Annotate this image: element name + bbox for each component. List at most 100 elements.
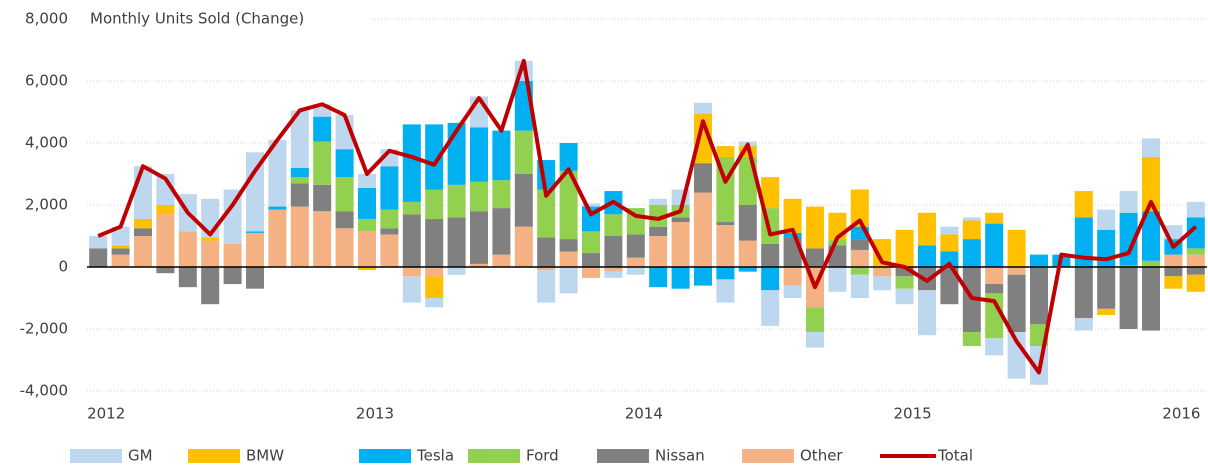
bar-segment (694, 113, 712, 164)
bar-segment (537, 237, 556, 267)
bar-segment (290, 177, 309, 184)
bar-segment (649, 205, 668, 227)
bar-segment (1119, 267, 1138, 329)
bar-segment (156, 214, 175, 267)
bar-segment (1074, 217, 1093, 267)
bar-segment (671, 222, 690, 267)
bar-segment (1119, 191, 1138, 213)
bar-segment (985, 212, 1004, 224)
bar-segment (559, 239, 578, 252)
bar-segment (402, 214, 421, 267)
bar-segment (604, 271, 623, 278)
bar-segment (223, 267, 242, 285)
bar-segment (671, 267, 690, 289)
bar-segment (111, 254, 130, 267)
bar-segment (447, 217, 466, 267)
legend-swatch (188, 449, 240, 463)
bar-segment (290, 183, 309, 207)
bar-segment (694, 192, 712, 267)
bar-segment (582, 253, 600, 267)
legend-label: Total (937, 447, 973, 465)
bar-segment (178, 267, 197, 288)
legend-swatch (597, 449, 649, 463)
bar-segment (425, 189, 444, 219)
y-tick-label: 2,000 (25, 196, 68, 214)
bar-segment (761, 290, 780, 326)
bar-segment (425, 124, 444, 190)
bar-segment (1119, 265, 1138, 267)
bar-segment (716, 267, 735, 280)
bar-segment (425, 218, 444, 267)
bar-segment (313, 184, 332, 212)
bar-segment (290, 206, 309, 267)
bar-segment (649, 226, 668, 236)
bar-segment (201, 240, 220, 267)
bar-segment (806, 307, 824, 333)
legend-label: Tesla (416, 447, 454, 465)
bar-segment (918, 212, 936, 246)
bar-segment (716, 279, 735, 303)
bar-segment (738, 240, 757, 267)
bar-segment (918, 290, 936, 336)
bar-segment (1007, 229, 1026, 267)
bar-segment (268, 206, 287, 210)
bar-segment (492, 254, 511, 267)
bar-segment (201, 267, 220, 305)
bar-segment (895, 267, 914, 277)
bar-segment (402, 201, 421, 215)
bar-segment (626, 257, 645, 267)
bar-segment (1164, 276, 1183, 289)
bar-segment (1074, 191, 1093, 218)
bar-segment (111, 226, 130, 246)
bar-segment (873, 239, 892, 267)
bar-segment (940, 251, 959, 267)
bar-segment (850, 239, 869, 250)
bar-segment (470, 211, 488, 264)
chart-title: Monthly Units Sold (Change) (90, 10, 304, 28)
bar-segment (1097, 229, 1116, 267)
bar-segment (985, 223, 1004, 267)
bar-segment (806, 332, 824, 348)
y-tick-label: -2,000 (20, 320, 68, 338)
bar-segment (626, 234, 645, 258)
y-tick-label: 6,000 (25, 72, 68, 90)
bar-segment (290, 110, 309, 168)
bar-segment (402, 267, 421, 277)
bar-segment (1186, 254, 1205, 267)
legend-swatch (70, 449, 122, 463)
y-tick-label: 4,000 (25, 134, 68, 152)
bar-segment (223, 189, 242, 244)
bar-segment (313, 116, 332, 142)
y-tick-label: 0 (58, 258, 68, 276)
bar-segment (850, 274, 869, 298)
bar-segment (850, 249, 869, 267)
bar-segment (962, 239, 981, 267)
bar-segment (649, 236, 668, 267)
bar-segment (1097, 308, 1116, 316)
bar-segment (470, 263, 488, 267)
bar-segment (156, 205, 175, 215)
bar-segment (178, 231, 197, 267)
bar-segment (985, 267, 1004, 285)
bar-segment (873, 276, 892, 291)
bar-segment (738, 205, 757, 241)
bar-segment (425, 276, 444, 298)
legend-label: Nissan (655, 447, 705, 465)
bar-segment (335, 177, 354, 212)
bar-segment (447, 267, 466, 275)
bar-segment (380, 234, 399, 267)
legend-swatch (468, 449, 520, 463)
bar-segment (1097, 209, 1116, 230)
bar-segment (895, 229, 914, 267)
bar-segment (1186, 274, 1205, 292)
bar-segment (1186, 217, 1205, 249)
bar-segment (940, 267, 959, 305)
bar-segment (492, 208, 511, 255)
total-line (97, 58, 1198, 375)
bar-segment (1142, 267, 1160, 331)
bar-segment (783, 198, 802, 233)
bar-segment (470, 127, 488, 182)
bar-segment (582, 231, 600, 254)
bar-segment (246, 267, 264, 289)
